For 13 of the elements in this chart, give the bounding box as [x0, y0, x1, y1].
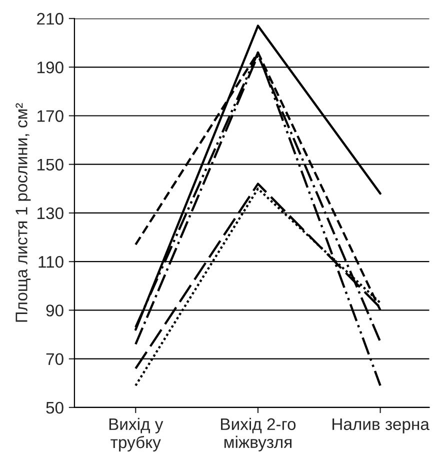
x-tick-label: Вихід 2-го міжвузля — [221, 418, 296, 452]
y-tick-label: 110 — [38, 256, 64, 268]
y-axis-title: Площа листя 1 рослини, см² — [16, 103, 31, 322]
y-tick-label: 50 — [46, 402, 64, 414]
y-tick-label: 90 — [46, 304, 64, 316]
y-tick-label: 150 — [38, 158, 64, 171]
y-tick-label: 190 — [38, 62, 64, 74]
x-tick-label: Налив зерна — [332, 418, 430, 434]
y-tick-label: 70 — [46, 353, 64, 366]
y-tick-label: 170 — [38, 110, 64, 122]
y-tick-label: 130 — [38, 207, 64, 220]
x-tick-label: Вихід у трубку — [109, 418, 164, 452]
y-tick-label: 210 — [37, 12, 64, 25]
